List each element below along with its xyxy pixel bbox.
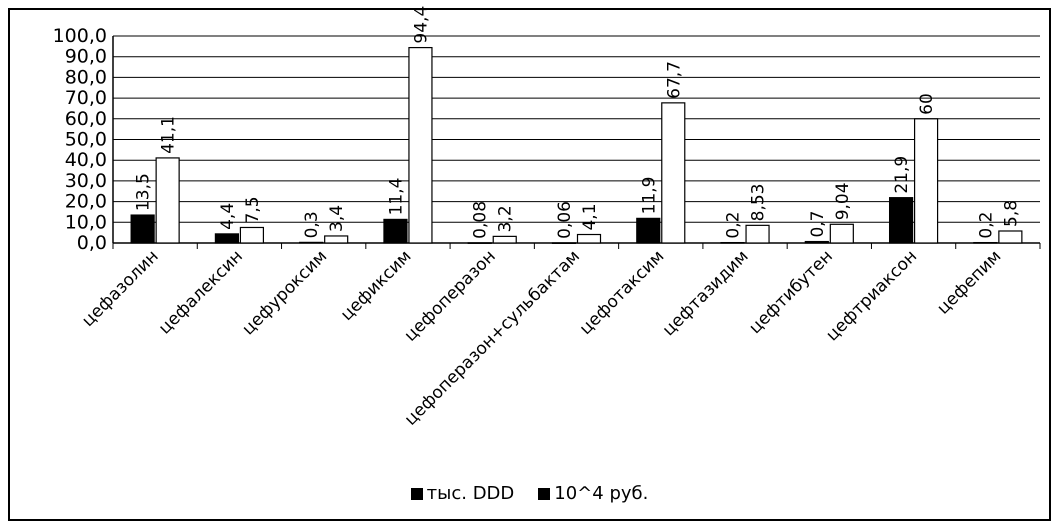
bar-rub	[745, 224, 770, 244]
data-label: 60	[917, 93, 937, 115]
y-tick-label: 80,0	[65, 66, 107, 88]
x-category-label: цефазолин	[78, 246, 162, 330]
data-label: 67,7	[664, 61, 684, 99]
data-label: 41,1	[159, 116, 179, 154]
bar-chart: 0,010,020,030,040,050,060,070,080,090,01…	[53, 6, 1041, 430]
bar-ddd	[383, 218, 408, 244]
y-tick-label: 30,0	[65, 170, 107, 192]
bar-rub	[661, 102, 686, 244]
y-tick-label: 0,0	[77, 232, 107, 254]
legend-item-ddd: тыс. DDD	[410, 483, 515, 504]
data-label: 3,4	[327, 205, 347, 232]
bar-ddd	[130, 214, 155, 244]
bar-rub	[324, 235, 349, 244]
data-label: 9,04	[833, 182, 853, 220]
x-category-label: цефоперазон+сульбактам	[401, 246, 584, 429]
bar-ddd	[720, 241, 745, 244]
bar-ddd	[214, 233, 240, 244]
data-label: 0,7	[808, 211, 828, 238]
bar-ddd	[551, 242, 577, 244]
legend-item-rub: 10^4 руб.	[538, 483, 648, 504]
data-label: 7,5	[243, 196, 263, 223]
data-label: 94,4	[411, 6, 431, 44]
bar-rub	[239, 226, 265, 244]
data-label: 13,5	[134, 173, 154, 211]
data-label: 4,1	[580, 203, 600, 230]
legend: тыс. DDD 10^4 руб.	[0, 483, 1059, 504]
y-tick-label: 100,0	[53, 25, 107, 47]
y-tick-label: 10,0	[65, 211, 107, 233]
y-tick-label: 20,0	[65, 191, 107, 213]
data-label: 0,08	[471, 201, 491, 239]
legend-swatch-ddd	[410, 487, 423, 500]
chart-frame	[8, 8, 1051, 521]
bar-rub	[829, 223, 854, 244]
bar-rub	[913, 118, 939, 244]
x-category-label: цефтазидим	[659, 246, 753, 340]
bar-rub	[408, 46, 433, 244]
data-label: 3,2	[496, 205, 516, 232]
x-category-label: цефтибутен	[745, 246, 837, 338]
data-label: 0,2	[976, 212, 996, 239]
bar-ddd	[973, 241, 998, 244]
y-tick-label: 40,0	[65, 149, 107, 171]
data-label: 0,3	[302, 211, 322, 238]
x-category-label: цефуроксим	[238, 246, 331, 339]
legend-swatch-rub	[538, 487, 551, 500]
data-label: 8,53	[749, 183, 769, 221]
data-label: 0,2	[724, 212, 744, 239]
y-tick-label: 50,0	[65, 129, 107, 151]
bar-ddd	[888, 197, 914, 244]
y-tick-label: 70,0	[65, 87, 107, 109]
data-label: 21,9	[892, 156, 912, 194]
bar-rub	[576, 233, 602, 244]
y-tick-label: 60,0	[65, 108, 107, 130]
data-label: 11,4	[386, 178, 406, 216]
bar-ddd	[804, 240, 829, 244]
legend-label-ddd: тыс. DDD	[426, 483, 515, 504]
x-category-label: цефиксим	[337, 246, 416, 325]
bar-ddd	[636, 217, 661, 244]
bar-ddd	[467, 242, 492, 244]
y-tick-label: 90,0	[65, 46, 107, 68]
data-label: 5,8	[1001, 200, 1021, 227]
bar-ddd	[299, 241, 324, 244]
data-label: 4,4	[218, 203, 238, 230]
bar-rub	[492, 235, 517, 244]
x-category-label: цефтриаксон	[822, 246, 921, 345]
data-label: 0,06	[555, 201, 575, 239]
bar-rub	[155, 157, 180, 244]
data-label: 11,9	[639, 177, 659, 215]
x-category-label: цефепим	[933, 246, 1005, 318]
bar-rub	[998, 230, 1023, 244]
legend-label-rub: 10^4 руб.	[554, 483, 649, 504]
x-category-label: цефалексин	[155, 246, 247, 338]
x-category-label: цефотаксим	[576, 246, 668, 338]
